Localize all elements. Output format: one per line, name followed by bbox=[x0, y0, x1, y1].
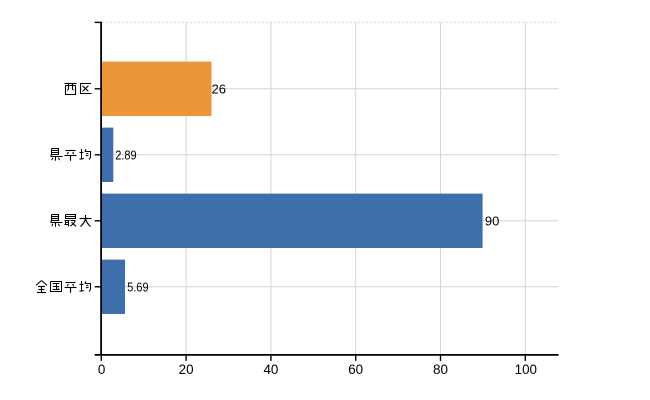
svg-text:5.69: 5.69 bbox=[127, 279, 149, 294]
svg-text:100: 100 bbox=[515, 362, 537, 377]
svg-text:80: 80 bbox=[433, 362, 448, 377]
svg-text:20: 20 bbox=[179, 362, 194, 377]
svg-text:26: 26 bbox=[212, 81, 226, 96]
svg-text:2.89: 2.89 bbox=[115, 147, 137, 162]
svg-text:0: 0 bbox=[98, 362, 105, 377]
svg-text:40: 40 bbox=[263, 362, 278, 377]
svg-text:60: 60 bbox=[348, 362, 363, 377]
svg-text:90: 90 bbox=[485, 213, 499, 228]
